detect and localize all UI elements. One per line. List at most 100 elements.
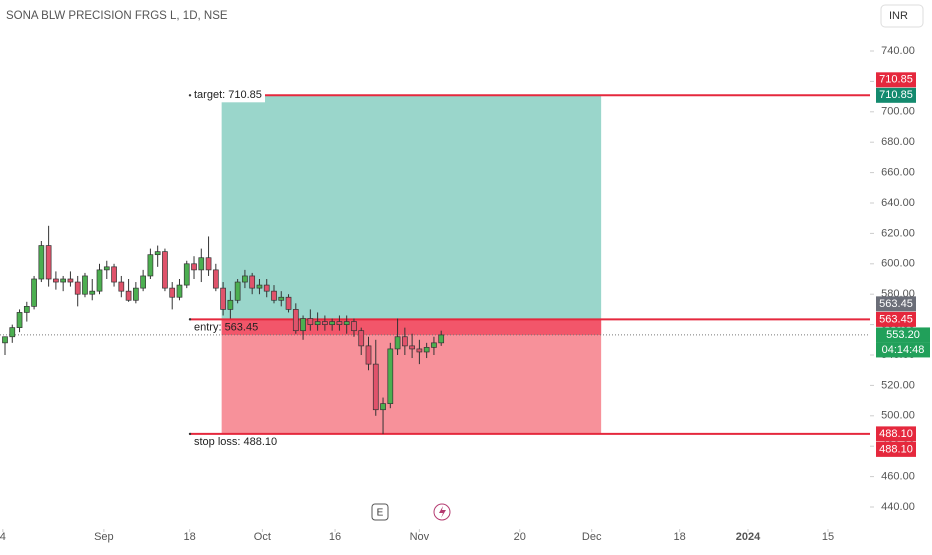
candle-body xyxy=(74,281,81,295)
y-tick-label: 700.00 xyxy=(881,106,915,118)
candle-body xyxy=(300,318,306,332)
dividends-icon-glyph xyxy=(439,506,446,518)
candle-body xyxy=(53,278,59,283)
target-label-bg xyxy=(190,88,265,103)
entry-label-dot xyxy=(188,318,192,321)
price-tag-label: 563.45 xyxy=(879,313,913,325)
x-tick-label: Oct xyxy=(254,531,271,543)
price-tag xyxy=(876,327,930,343)
candle-body xyxy=(314,321,321,325)
y-tick-label: 460.00 xyxy=(881,471,915,483)
y-tick-label: 500.00 xyxy=(881,410,915,422)
events-icon[interactable] xyxy=(371,503,389,521)
countdown: 04:14:48 xyxy=(882,344,925,356)
x-tick-label: 18 xyxy=(674,531,686,543)
y-tick-label: 680.00 xyxy=(881,136,915,148)
candle-body xyxy=(176,284,183,298)
stop-label: stop loss: 488.10 xyxy=(194,436,277,448)
y-tick-label: 520.00 xyxy=(881,379,915,391)
events-icon-glyph: E xyxy=(377,508,384,519)
plot: target: 710.85 entry: 563.45 stop loss: 48… xyxy=(0,88,870,448)
target-label-dot xyxy=(188,94,192,97)
price-tag-label: 488.10 xyxy=(879,443,913,455)
candle-body xyxy=(394,336,401,350)
x-tick-label: Sep xyxy=(94,531,114,543)
price-tag xyxy=(876,296,916,312)
candle-body xyxy=(249,275,256,289)
stop-label-dot xyxy=(188,432,192,436)
candle-body xyxy=(329,321,335,325)
candle-body xyxy=(125,290,132,301)
x-tick-label: 20 xyxy=(514,531,526,543)
candle-body xyxy=(103,266,110,271)
candle-body xyxy=(212,269,219,289)
price-tag-label: 710.85 xyxy=(879,74,913,86)
price-tag-label: 488.10 xyxy=(879,428,913,440)
candle-body xyxy=(278,296,285,301)
candle-body xyxy=(147,254,154,277)
candle-body xyxy=(205,257,212,271)
price-tag-label: 553.20 xyxy=(886,329,920,341)
candle-body xyxy=(96,269,103,292)
candle-body xyxy=(292,309,299,332)
candle-body xyxy=(322,321,328,325)
price-tag xyxy=(876,311,916,327)
candle-body xyxy=(271,290,277,301)
candle-body xyxy=(23,306,30,313)
x-tick-label: Nov xyxy=(410,531,430,543)
loss-zone xyxy=(221,319,602,434)
candle-body xyxy=(111,266,117,283)
price-tag xyxy=(876,87,916,103)
chart-title: SONA BLW PRECISION FRGS L, 1D, NSE xyxy=(6,10,228,22)
candle-body xyxy=(227,299,234,310)
target-label: target: 710.85 xyxy=(194,89,262,101)
currency-label: INR xyxy=(889,10,908,22)
candle-body xyxy=(256,284,263,289)
y-tick-label: 620.00 xyxy=(881,227,915,239)
x-tick-label: 15 xyxy=(822,531,834,543)
candle-body xyxy=(423,347,430,353)
candle-body xyxy=(45,245,52,280)
candle-body xyxy=(133,287,139,301)
currency-button[interactable] xyxy=(880,4,924,28)
price-tag xyxy=(876,72,916,88)
candle-body xyxy=(263,284,270,292)
candle-body xyxy=(285,296,292,310)
candle-body xyxy=(343,321,350,325)
candle-body xyxy=(438,334,445,344)
candle-body xyxy=(387,348,394,404)
x-tick-label: Dec xyxy=(582,531,602,543)
candle-body xyxy=(31,278,37,307)
candle-body xyxy=(402,336,408,347)
candle-body xyxy=(9,327,16,338)
candle-body xyxy=(60,278,67,283)
y-tick-label: 740.00 xyxy=(881,45,915,57)
x-tick-label: 4 xyxy=(0,531,6,543)
candle-body xyxy=(307,318,314,325)
candle-body xyxy=(365,345,372,365)
candle-body xyxy=(234,281,241,301)
x-tick-label: 2024 xyxy=(736,531,761,543)
price-tag xyxy=(876,441,916,457)
candle-body xyxy=(198,257,205,271)
candle-body xyxy=(89,290,96,295)
countdown-bg xyxy=(876,342,930,358)
profit-zone xyxy=(221,95,602,320)
y-tick-label: 440.00 xyxy=(881,501,915,513)
candle-body xyxy=(140,275,146,289)
candle-body xyxy=(431,342,437,348)
candle-body xyxy=(183,263,190,286)
candle-body xyxy=(336,321,343,325)
entry-label: entry: 563.45 xyxy=(194,321,258,333)
candle-body xyxy=(416,348,423,353)
candle-body xyxy=(154,251,161,256)
candle-body xyxy=(191,263,197,271)
candle-body xyxy=(82,275,88,295)
x-tick-label: 18 xyxy=(184,531,196,543)
price-tag-label: 710.85 xyxy=(879,89,913,101)
candle-body xyxy=(169,287,176,298)
candle-body xyxy=(242,275,248,283)
y-tick-label: 660.00 xyxy=(881,167,915,179)
candle-body xyxy=(16,312,23,328)
candle-body xyxy=(380,403,386,411)
